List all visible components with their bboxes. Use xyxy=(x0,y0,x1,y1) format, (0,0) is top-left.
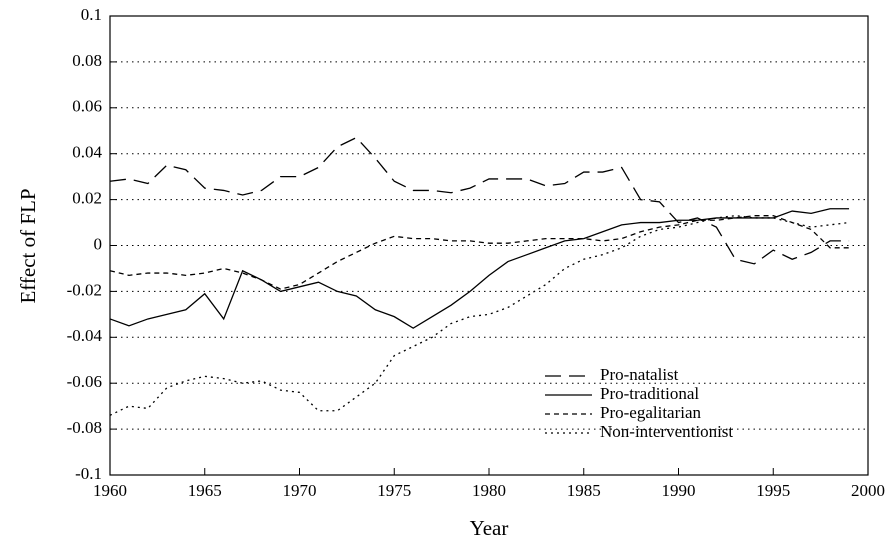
y-tick-label: 0.06 xyxy=(72,97,102,116)
series-line xyxy=(109,215,850,290)
x-tick-label: 1990 xyxy=(662,481,696,500)
x-tick-label: 1965 xyxy=(188,481,222,500)
y-tick-label: -0.08 xyxy=(67,418,102,437)
y-tick-label: -0.1 xyxy=(75,464,102,483)
series-line xyxy=(109,208,850,329)
x-tick-label: 1985 xyxy=(567,481,601,500)
x-axis-title: Year xyxy=(470,516,509,540)
x-tick-label: 1980 xyxy=(472,481,506,500)
x-tick-label: 1970 xyxy=(283,481,317,500)
y-tick-label: 0 xyxy=(94,234,103,253)
x-tick-label: 2000 xyxy=(851,481,885,500)
series-line xyxy=(109,136,850,265)
y-tick-label: -0.06 xyxy=(67,372,102,391)
legend-label: Non-interventionist xyxy=(600,422,733,441)
y-tick-label: 0.04 xyxy=(72,143,102,162)
x-tick-label: 1960 xyxy=(93,481,127,500)
y-tick-label: 0.08 xyxy=(72,51,102,70)
legend-label: Pro-egalitarian xyxy=(600,403,702,422)
y-tick-label: 0.1 xyxy=(81,5,102,24)
y-axis-title: Effect of FLP xyxy=(16,188,40,303)
plot-frame xyxy=(109,15,869,476)
x-tick-label: 1975 xyxy=(377,481,411,500)
legend-label: Pro-natalist xyxy=(600,365,679,384)
series-line xyxy=(109,215,850,416)
y-tick-label: -0.02 xyxy=(67,280,102,299)
x-tick-label: 1995 xyxy=(756,481,790,500)
y-tick-label: 0.02 xyxy=(72,189,102,208)
y-tick-label: -0.04 xyxy=(67,326,103,345)
legend-label: Pro-traditional xyxy=(600,384,699,403)
